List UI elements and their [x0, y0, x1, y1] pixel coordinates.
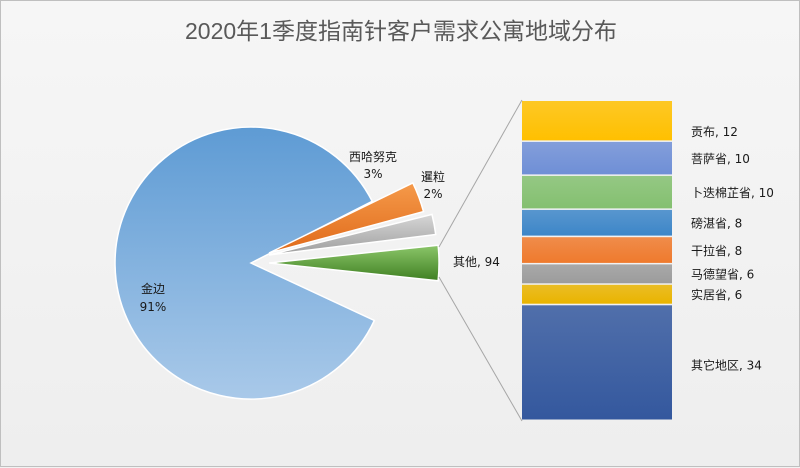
bar-label-6: 马德望省, 6 [691, 267, 754, 282]
pie-slice-3 [268, 213, 437, 256]
bar-label-name-6: 马德望省 [691, 267, 739, 282]
bar-label-name-5: 干拉省 [691, 243, 727, 258]
bar-label-4: 磅湛省, 8 [691, 216, 742, 231]
bar-label-name-8: 其它地区 [691, 357, 739, 372]
bar-segment-5 [522, 237, 672, 263]
bar-label-sep-1: , [715, 125, 723, 139]
label-name-1: 金边 [141, 281, 165, 296]
pie-group [114, 126, 440, 400]
bar-label-sep-8: , [739, 358, 747, 372]
label-name-2: 西哈努克 [349, 149, 397, 164]
label-other-sep: , [477, 255, 485, 269]
bar-label-sep-3: , [751, 186, 759, 200]
pie-slice-1 [114, 126, 376, 400]
bar-label-7: 实居省, 6 [691, 287, 742, 302]
pie-slice-4 [268, 244, 440, 282]
connector-bottom [438, 276, 523, 422]
pie-slice-2 [268, 181, 425, 254]
bar-label-2: 菩萨省, 10 [691, 152, 750, 166]
chart-title: 2020年1季度指南针客户需求公寓地域分布 [185, 18, 617, 44]
bar-segment-3 [522, 175, 672, 209]
bar-label-value-7: 6 [735, 288, 743, 302]
bar-label-name-3: 卜迭棉芷省 [691, 186, 751, 200]
bar-label-value-2: 10 [735, 152, 750, 166]
bar-label-name-4: 磅湛省 [691, 216, 727, 231]
bar-label-name-2: 菩萨省 [691, 152, 727, 166]
bar-segment-1 [522, 101, 672, 141]
bar-label-sep-5: , [727, 244, 735, 258]
connector-lines [438, 99, 523, 422]
bar-label-8: 其它地区, 34 [691, 357, 762, 372]
bar-label-value-6: 6 [747, 268, 755, 282]
bar-label-value-5: 8 [735, 244, 743, 258]
label-percent-3: 2% [423, 187, 442, 201]
label-name-3: 暹粒 [421, 169, 445, 184]
bar-label-1: 贡布, 12 [691, 125, 738, 139]
label-percent-1: 91% [140, 300, 167, 314]
bar-segment-6 [522, 264, 672, 284]
label-other-value: 94 [485, 255, 500, 269]
bar-segment-7 [522, 284, 672, 304]
bar-label-value-4: 8 [735, 217, 743, 231]
bar-label-5: 干拉省, 8 [691, 243, 742, 258]
bar-segment-8 [522, 305, 672, 420]
connector-top [438, 99, 523, 248]
bar-segment-2 [522, 141, 672, 175]
bar-label-value-1: 12 [723, 125, 738, 139]
bar-label-value-3: 10 [759, 186, 774, 200]
bar-label-3: 卜迭棉芷省, 10 [691, 186, 774, 200]
bar-segment-4 [522, 209, 672, 236]
bar-label-sep-7: , [727, 288, 735, 302]
bar-label-sep-2: , [727, 152, 735, 166]
bar-label-name-7: 实居省 [691, 287, 727, 302]
label-other-name: 其他 [453, 255, 477, 269]
label-percent-2: 3% [363, 167, 382, 181]
stacked-bar [522, 101, 672, 420]
bar-label-sep-6: , [739, 268, 747, 282]
label-other: 其他, 94 [453, 255, 500, 269]
bar-label-sep-4: , [727, 217, 735, 231]
bar-label-name-1: 贡布 [691, 125, 715, 139]
bar-label-value-8: 34 [747, 358, 762, 372]
